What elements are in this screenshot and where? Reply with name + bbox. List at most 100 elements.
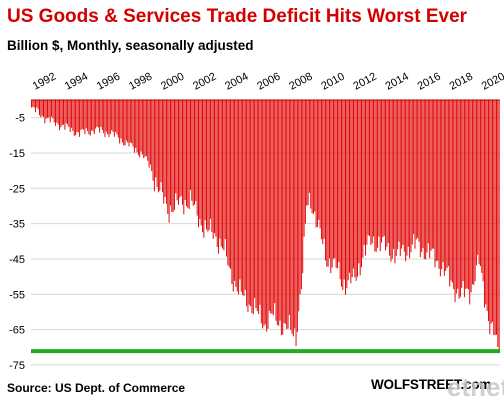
bar: [429, 100, 431, 259]
bar: [96, 100, 98, 127]
bar: [470, 100, 472, 293]
bar: [145, 100, 147, 157]
bar: [65, 100, 67, 124]
bar: [271, 100, 273, 314]
bar: [418, 100, 420, 242]
bar: [437, 100, 439, 261]
bar: [284, 100, 286, 324]
bar: [278, 100, 280, 326]
bar: [84, 100, 86, 135]
bar: [143, 100, 145, 159]
bar: [279, 100, 281, 321]
bar: [357, 100, 358, 277]
bar: [194, 100, 195, 205]
bar: [489, 100, 491, 335]
chart-title: US Goods & Services Trade Deficit Hits W…: [7, 6, 468, 27]
bar: [79, 100, 81, 137]
bar: [397, 100, 399, 250]
bar: [323, 100, 325, 239]
bar: [347, 100, 349, 281]
bar: [383, 100, 385, 236]
bar: [322, 100, 324, 245]
bar: [487, 100, 489, 322]
bar: [454, 100, 456, 303]
bar: [304, 100, 306, 224]
bar: [378, 100, 380, 237]
bar: [254, 100, 256, 298]
bar: [415, 100, 417, 240]
bar: [300, 100, 302, 290]
bar: [167, 100, 169, 215]
brand-logo[interactable]: WOLFSTREET.com: [371, 377, 492, 392]
bar: [88, 100, 90, 135]
bar: [401, 100, 403, 249]
y-tick-label: -15: [9, 148, 25, 160]
bar: [207, 100, 209, 232]
bar: [433, 100, 435, 249]
bar: [275, 100, 277, 321]
bar: [377, 100, 379, 248]
bar: [458, 100, 460, 299]
bar: [246, 100, 248, 307]
bar: [108, 100, 110, 137]
x-tick-label: 1992: [31, 71, 58, 93]
x-tick-label: 2010: [319, 71, 346, 93]
bar: [311, 100, 313, 214]
bar: [200, 100, 202, 226]
bar: [478, 100, 480, 265]
bar: [453, 100, 455, 290]
bar: [486, 100, 488, 312]
bar: [153, 100, 155, 192]
bar: [52, 100, 54, 119]
bar: [324, 100, 326, 261]
bar: [127, 100, 129, 143]
bar: [455, 100, 457, 294]
bar: [405, 100, 407, 262]
bar: [361, 100, 362, 268]
bar: [451, 100, 453, 283]
bar: [234, 100, 236, 281]
bar: [33, 100, 35, 108]
bar: [128, 100, 130, 147]
bar: [72, 100, 74, 131]
bar: [430, 100, 432, 251]
x-tick-label: 2004: [223, 71, 250, 93]
bar: [121, 100, 123, 143]
x-tick-label: 2006: [255, 71, 282, 93]
bar: [32, 100, 34, 107]
bar: [394, 100, 396, 264]
bar: [227, 100, 229, 266]
bar: [119, 100, 121, 144]
bar: [407, 100, 409, 247]
bar: [295, 100, 297, 347]
bar: [184, 100, 186, 201]
bar: [469, 100, 471, 305]
bar: [179, 100, 181, 198]
bar: [210, 100, 212, 219]
bar: [411, 100, 413, 245]
y-tick-label: -45: [9, 254, 25, 266]
bar: [465, 100, 467, 289]
bar: [264, 100, 266, 325]
bar: [100, 100, 102, 127]
bar: [298, 100, 300, 312]
x-tick-label: 1996: [95, 71, 122, 93]
bar: [443, 100, 445, 276]
bar: [272, 100, 274, 316]
bar: [224, 100, 226, 240]
bar: [105, 100, 107, 132]
x-tick-label: 2014: [384, 71, 411, 93]
bar: [259, 100, 261, 305]
bar: [319, 100, 321, 229]
bar: [255, 100, 257, 309]
bar: [191, 100, 193, 201]
y-tick-label: -35: [9, 219, 25, 231]
x-tick-label: 2018: [448, 71, 475, 93]
bar: [354, 100, 356, 278]
bar: [339, 100, 341, 280]
bar: [425, 100, 427, 260]
bar: [353, 100, 354, 269]
bar: [160, 100, 162, 183]
bar: [141, 100, 143, 155]
bar: [276, 100, 278, 325]
